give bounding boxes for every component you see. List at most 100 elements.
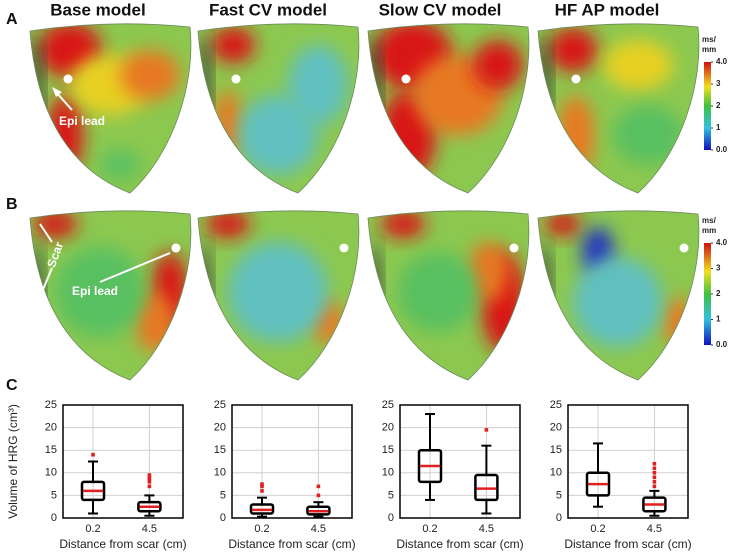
box: [474, 473, 499, 502]
x-axis-label: Distance from scar (cm): [59, 537, 186, 551]
activation-region: [120, 50, 180, 100]
heart-outline: [197, 210, 360, 381]
x-tick-label: 4.5: [647, 523, 662, 535]
annotation: Epi lead: [59, 114, 105, 128]
outlier: [484, 428, 489, 432]
heart-outline: [29, 23, 192, 194]
box: [642, 496, 667, 513]
heart: [537, 210, 700, 381]
activation-region: [47, 95, 83, 175]
outlier: [147, 475, 152, 480]
panel-label: B: [6, 196, 18, 213]
y-tick-label: 5: [388, 489, 394, 501]
x-tick-label: 0.2: [85, 523, 100, 535]
activation-region: [381, 210, 425, 238]
outlier: [147, 480, 152, 484]
axes-frame: [567, 404, 689, 519]
outlier: [652, 484, 657, 489]
box: [585, 471, 611, 497]
activation-region: [198, 242, 210, 342]
y-tick-label: 10: [550, 467, 562, 479]
heart-colors: [538, 212, 692, 347]
colorbar-tick-label: 1: [716, 123, 721, 132]
box: [137, 500, 162, 513]
lead-marker: [509, 243, 519, 253]
x-tick-label: 4.5: [311, 523, 326, 535]
activation-region: [211, 27, 255, 63]
y-tick-label: 10: [45, 467, 57, 479]
activation-region: [603, 40, 673, 90]
outlier: [260, 482, 264, 486]
heart: [367, 23, 530, 194]
heart: [537, 23, 700, 194]
activation-region: [664, 297, 692, 347]
activation-region: [545, 212, 581, 236]
activation-region: [468, 242, 508, 302]
colorbar-tick-label: 1: [716, 315, 721, 324]
colorbar-tick-label: 4.0: [716, 238, 728, 247]
y-tick-label: 20: [382, 422, 394, 434]
lead-marker: [63, 74, 73, 84]
lead-marker: [171, 243, 181, 253]
y-tick-label: 10: [382, 467, 394, 479]
activation-region: [398, 252, 478, 332]
outlier: [652, 471, 657, 475]
lead-marker: [231, 74, 241, 84]
activation-region: [573, 257, 663, 347]
activation-region: [55, 247, 145, 337]
colorbar: [704, 62, 711, 150]
activation-region: [613, 105, 683, 165]
y-tick-label: 25: [45, 399, 57, 411]
y-tick-label: 0: [220, 512, 226, 524]
colorbar-tick-label: 3: [716, 79, 721, 88]
x-axis-label: Distance from scar (cm): [396, 537, 523, 551]
heart-outline: [197, 23, 360, 194]
activation-region: [548, 28, 598, 72]
activation-region: [100, 150, 140, 180]
activation-region: [33, 210, 77, 238]
y-tick-label: 15: [214, 444, 226, 456]
outlier: [147, 473, 152, 477]
x-tick-label: 4.5: [479, 523, 494, 535]
y-tick-label: 0: [556, 512, 562, 524]
panel-label: C: [6, 377, 18, 394]
outlier: [260, 484, 264, 489]
y-tick-label: 25: [550, 399, 562, 411]
heart-outline: [29, 210, 192, 381]
y-tick-label: 25: [382, 399, 394, 411]
outlier: [652, 461, 657, 466]
column-header: Fast CV model: [209, 0, 327, 19]
colorbar-tick-label: 3: [716, 264, 721, 273]
y-tick-label: 20: [214, 422, 226, 434]
x-tick-label: 0.2: [422, 523, 437, 535]
outlier: [316, 493, 321, 498]
y-tick-label: 20: [45, 422, 57, 434]
box: [306, 505, 331, 516]
colorbar-tick-label: 0.0: [716, 145, 728, 154]
y-tick-label: 0: [388, 512, 394, 524]
heart-maps: [29, 23, 700, 381]
lead-marker: [571, 74, 581, 84]
x-tick-label: 0.2: [254, 523, 269, 535]
panel-label: A: [6, 11, 18, 28]
arrowhead: [52, 87, 62, 97]
x-axis-label: Distance from scar (cm): [228, 537, 355, 551]
x-tick-label: 4.5: [142, 523, 157, 535]
outlier: [652, 475, 657, 480]
lead-marker: [339, 243, 349, 253]
lead-marker: [679, 243, 689, 253]
colorbar-tick-label: 2: [716, 101, 721, 110]
annotation: Epi lead: [72, 284, 118, 298]
activation-region: [206, 210, 250, 238]
arrow: [55, 91, 73, 111]
axes-frame: [399, 404, 521, 519]
heart-outline: [537, 23, 700, 194]
y-tick-label: 5: [51, 489, 57, 501]
outlier: [652, 480, 657, 484]
activation-region: [228, 242, 328, 342]
outlier: [316, 484, 321, 489]
activation-region: [368, 242, 380, 342]
activation-region: [238, 95, 318, 175]
heart-outline: [367, 210, 530, 381]
